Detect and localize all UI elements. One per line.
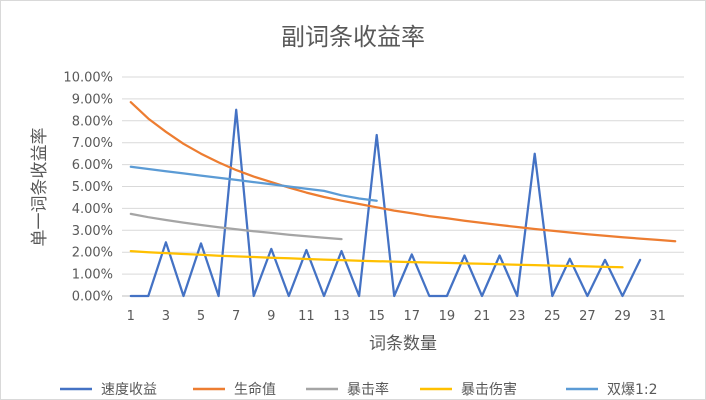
x-axis-title: 词条数量	[369, 334, 437, 354]
y-tick-label: 6.00%	[72, 158, 113, 173]
x-tick-label: 19	[439, 309, 456, 324]
x-tick-label: 15	[368, 309, 385, 324]
legend-label: 速度收益	[101, 382, 157, 398]
legend-label: 暴击伤害	[461, 382, 517, 398]
legend: 速度收益 生命值 暴击率 暴击伤害 双爆1:2	[60, 381, 658, 398]
x-tick-label: 5	[197, 309, 205, 324]
x-tick-label: 17	[404, 309, 421, 324]
y-tick-label: 9.00%	[72, 92, 113, 107]
x-tick-label: 29	[614, 309, 631, 324]
series-layer	[129, 101, 677, 298]
series-line	[129, 165, 378, 202]
x-tick-label: 1	[127, 309, 135, 324]
legend-label: 生命值	[234, 381, 276, 398]
x-tick-label: 13	[333, 309, 350, 324]
x-tick-label: 23	[509, 309, 526, 324]
legend-label: 暴击率	[347, 381, 389, 398]
x-tick-label: 27	[579, 309, 596, 324]
y-axis-ticks: 0.00% 1.00% 2.00% 3.00% 4.00% 5.00% 6.00% 7.00%…	[63, 71, 113, 305]
x-tick-label: 21	[474, 309, 491, 324]
chart-title: 副词条收益率	[281, 23, 425, 51]
legend-label: 双爆1:2	[607, 382, 658, 398]
x-tick-label: 25	[544, 309, 561, 324]
series-line	[129, 108, 642, 298]
y-tick-label: 3.00%	[72, 224, 113, 239]
x-axis-ticks: 1 3 5 7 9 11 13 15 17 19 21 23 25 27 29 31	[127, 309, 666, 324]
x-tick-label: 7	[232, 309, 240, 324]
x-tick-label: 31	[649, 309, 666, 324]
x-tick-label: 9	[267, 309, 275, 324]
y-axis-title: 单一词条收益率	[30, 128, 50, 247]
y-tick-label: 7.00%	[72, 136, 113, 151]
series-line	[129, 212, 343, 241]
x-tick-label: 3	[162, 309, 170, 324]
y-tick-label: 4.00%	[72, 202, 113, 217]
y-tick-label: 1.00%	[72, 268, 113, 283]
gridlines	[122, 76, 684, 297]
y-tick-label: 0.00%	[72, 290, 113, 305]
y-tick-label: 10.00%	[63, 71, 113, 86]
y-tick-label: 5.00%	[72, 180, 113, 195]
series-line	[129, 249, 624, 269]
x-tick-label: 11	[298, 309, 315, 324]
y-tick-label: 8.00%	[72, 114, 113, 129]
y-tick-label: 2.00%	[72, 246, 113, 261]
series-line	[129, 101, 677, 243]
